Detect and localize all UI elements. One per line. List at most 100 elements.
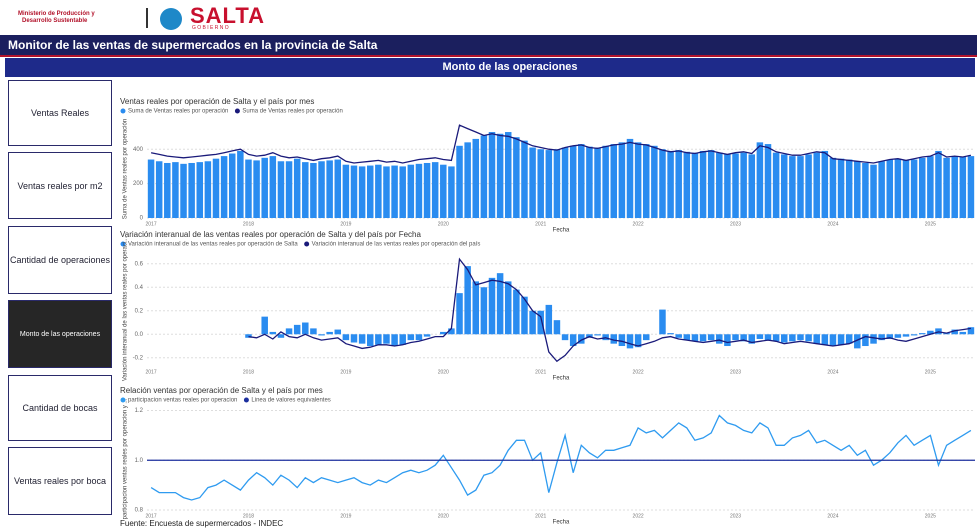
bar	[310, 328, 317, 335]
legend-swatch	[120, 397, 126, 403]
bar	[480, 287, 488, 335]
bar	[342, 164, 350, 218]
bar	[423, 162, 431, 218]
y-axis-label: participacion ventas reales por operacio…	[123, 398, 129, 519]
bar	[578, 334, 585, 344]
bar	[805, 154, 812, 218]
bar	[561, 147, 569, 218]
bar	[237, 150, 244, 218]
nav-button[interactable]: Ventas Reales	[8, 80, 112, 146]
bar	[561, 334, 569, 341]
bar	[845, 159, 853, 218]
bar	[870, 164, 877, 218]
nav-button[interactable]: Cantidad de bocas	[8, 375, 112, 441]
bar	[772, 152, 780, 218]
bar	[789, 334, 796, 342]
bar	[797, 334, 804, 341]
bar	[667, 333, 674, 335]
legend-swatch	[234, 108, 240, 114]
nav-button[interactable]: Ventas reales por boca	[8, 447, 112, 515]
bar	[269, 331, 277, 335]
header: Ministerio de Producción y Desarrollo Su…	[0, 0, 977, 33]
x-tick-label: 2017	[145, 221, 156, 227]
x-tick-label: 2025	[925, 513, 936, 519]
bar	[423, 334, 431, 337]
footer: Fuente: Encuesta de supermercados - INDE…	[120, 519, 284, 528]
bar	[683, 334, 691, 341]
x-tick-label: 2020	[438, 369, 449, 375]
bar	[164, 162, 171, 218]
section-title: Monto de las operaciones	[442, 61, 578, 73]
bar	[521, 140, 528, 218]
bar	[683, 151, 691, 218]
bar	[829, 157, 837, 218]
bar	[326, 331, 333, 335]
bar	[358, 166, 366, 218]
bar	[488, 277, 496, 335]
x-tick-label: 2018	[243, 221, 254, 227]
x-tick-label: 2021	[535, 221, 546, 227]
logo-sub: G O B I E R N O	[192, 25, 229, 31]
bar	[383, 334, 390, 344]
bar	[253, 160, 260, 218]
nav-button[interactable]: Cantidad de operaciones	[8, 226, 112, 294]
y-tick-label: 1.2	[135, 408, 144, 414]
bar	[513, 289, 520, 335]
bar	[813, 152, 820, 218]
x-tick-label: 2019	[340, 513, 351, 519]
bar	[959, 156, 967, 218]
bar	[569, 145, 577, 218]
bar	[862, 334, 869, 347]
title-bar: Monitor de las ventas de supermercados e…	[0, 35, 977, 57]
bar	[610, 334, 618, 344]
ministry-line: Desarrollo Sustentable	[22, 18, 88, 24]
bar	[756, 334, 764, 339]
bar	[318, 161, 325, 218]
bar	[220, 156, 228, 218]
bar	[699, 334, 707, 342]
chart-title: Variación interanual de las ventas reale…	[120, 230, 421, 239]
bar	[342, 334, 350, 341]
bar	[927, 156, 934, 218]
bar	[513, 137, 520, 218]
bar	[334, 329, 342, 335]
bar	[537, 149, 544, 218]
x-tick-label: 2018	[243, 513, 254, 519]
bar	[464, 266, 471, 335]
bar	[594, 147, 601, 218]
series-line	[150, 414, 972, 501]
bar	[569, 334, 577, 347]
bar	[854, 161, 861, 218]
bar	[967, 156, 975, 218]
bar	[699, 150, 707, 218]
x-tick-label: 2021	[535, 369, 546, 375]
bar	[375, 334, 382, 345]
logo-icon	[160, 8, 182, 30]
bar	[293, 324, 301, 335]
x-tick-label: 2022	[633, 513, 644, 519]
y-tick-label: -0.2	[133, 355, 144, 361]
nav-button[interactable]: Monto de las operaciones	[8, 300, 112, 368]
bar	[772, 334, 780, 342]
bar	[529, 147, 536, 218]
bar	[732, 334, 739, 341]
bar	[740, 152, 747, 218]
bar	[797, 156, 804, 218]
bar	[245, 334, 252, 338]
bar	[894, 158, 902, 218]
x-tick-label: 2019	[340, 369, 351, 375]
series-line	[248, 257, 971, 363]
bar	[529, 310, 536, 335]
bar	[821, 150, 829, 218]
bar	[553, 149, 561, 218]
nav-button[interactable]: Ventas reales por m2	[8, 152, 112, 219]
bar	[642, 334, 650, 341]
x-axis-label: Fecha	[553, 520, 570, 526]
x-tick-label: 2025	[925, 221, 936, 227]
y-tick-label: 400	[133, 147, 144, 153]
x-tick-label: 2018	[243, 369, 254, 375]
bar	[456, 293, 463, 335]
bar	[675, 334, 682, 338]
bar	[967, 327, 975, 335]
